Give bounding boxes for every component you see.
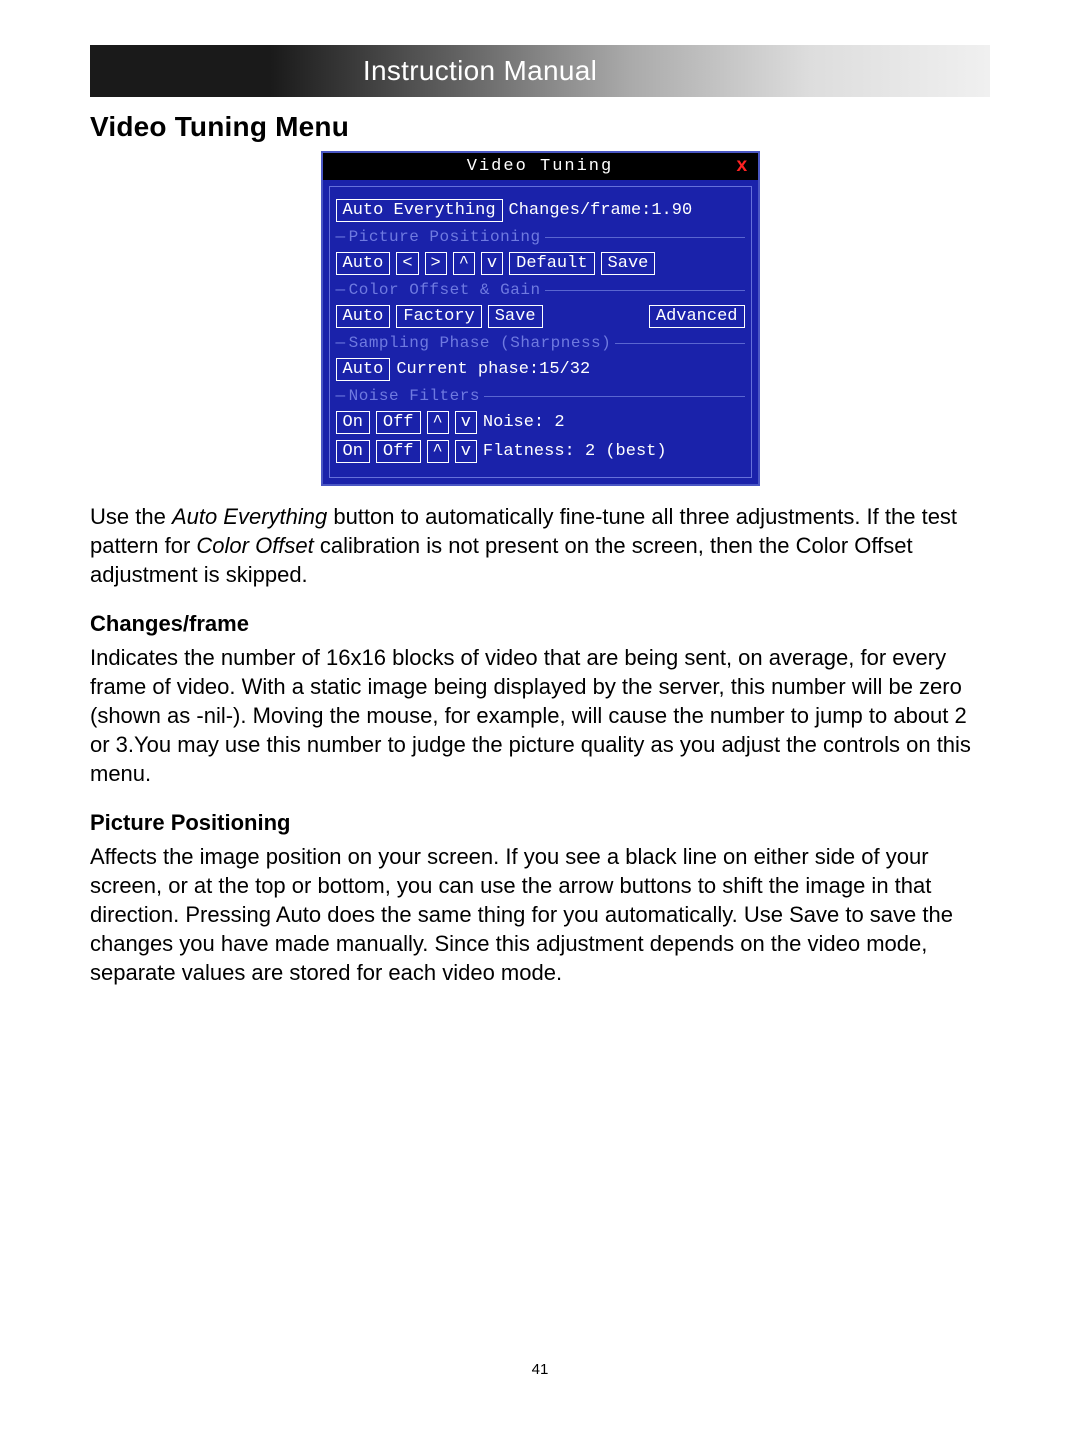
header-text: Instruction Manual <box>363 55 597 87</box>
section-noise-filters: —Noise Filters <box>336 387 745 405</box>
pos-right-button[interactable]: > <box>425 252 447 275</box>
color-auto-button[interactable]: Auto <box>336 305 391 328</box>
video-tuning-panel-wrap: Video Tuning x Auto Everything Changes/f… <box>90 151 990 486</box>
panel-body: Auto Everything Changes/frame:1.90 —Pict… <box>329 186 752 478</box>
panel-titlebar: Video Tuning x <box>323 153 758 180</box>
noise-down-button[interactable]: v <box>455 411 477 434</box>
row-positioning: Auto < > ^ v Default Save <box>336 252 745 275</box>
pos-down-button[interactable]: v <box>481 252 503 275</box>
color-save-button[interactable]: Save <box>488 305 543 328</box>
flat-on-button[interactable]: On <box>336 440 370 463</box>
color-factory-button[interactable]: Factory <box>396 305 481 328</box>
sampling-auto-button[interactable]: Auto <box>336 358 391 381</box>
section-color-offset: —Color Offset & Gain <box>336 281 745 299</box>
changes-frame-label: Changes/frame:1.90 <box>509 201 693 220</box>
noise-up-button[interactable]: ^ <box>427 411 449 434</box>
pos-up-button[interactable]: ^ <box>453 252 475 275</box>
row-sampling: Auto Current phase:15/32 <box>336 358 745 381</box>
video-tuning-panel: Video Tuning x Auto Everything Changes/f… <box>321 151 760 486</box>
noise-label: Noise: 2 <box>483 413 565 432</box>
row-noise: On Off ^ v Noise: 2 <box>336 411 745 434</box>
pos-save-button[interactable]: Save <box>601 252 656 275</box>
noise-off-button[interactable]: Off <box>376 411 421 434</box>
sampling-current-label: Current phase:15/32 <box>396 360 590 379</box>
color-advanced-button[interactable]: Advanced <box>649 305 745 328</box>
flatness-label: Flatness: 2 (best) <box>483 442 667 461</box>
para-changes-frame: Indicates the number of 16x16 blocks of … <box>90 643 990 788</box>
row-color: Auto Factory Save Advanced <box>336 305 745 328</box>
pos-default-button[interactable]: Default <box>509 252 594 275</box>
page-title: Video Tuning Menu <box>90 111 990 143</box>
pos-auto-button[interactable]: Auto <box>336 252 391 275</box>
section-picture-positioning: —Picture Positioning <box>336 228 745 246</box>
row-flatness: On Off ^ v Flatness: 2 (best) <box>336 440 745 463</box>
pos-left-button[interactable]: < <box>396 252 418 275</box>
close-icon[interactable]: x <box>736 155 749 177</box>
flat-off-button[interactable]: Off <box>376 440 421 463</box>
auto-everything-button[interactable]: Auto Everything <box>336 199 503 222</box>
section-sampling-phase: —Sampling Phase (Sharpness) <box>336 334 745 352</box>
heading-picture-positioning: Picture Positioning <box>90 810 990 836</box>
para-picture-positioning: Affects the image position on your scree… <box>90 842 990 987</box>
flat-up-button[interactable]: ^ <box>427 440 449 463</box>
panel-title: Video Tuning <box>467 157 613 176</box>
heading-changes-frame: Changes/frame <box>90 611 990 637</box>
para-intro: Use the Auto Everything button to automa… <box>90 502 990 589</box>
page-number: 41 <box>0 1361 1080 1378</box>
flat-down-button[interactable]: v <box>455 440 477 463</box>
row-auto-everything: Auto Everything Changes/frame:1.90 <box>336 199 745 222</box>
page-header: Instruction Manual <box>90 45 990 97</box>
noise-on-button[interactable]: On <box>336 411 370 434</box>
